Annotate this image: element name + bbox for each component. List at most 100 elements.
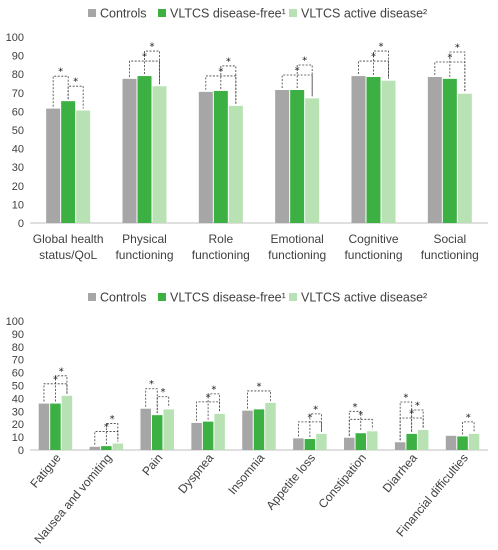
- bar-2-3: [213, 90, 228, 223]
- significance-star: *: [104, 422, 109, 433]
- bar-1-5: [242, 410, 253, 450]
- chart-2: Controls VLTCS disease-free¹ VLTCS active …: [6, 291, 488, 546]
- bar-1-4: [275, 90, 290, 223]
- legend-label-3: VLTCS active disease²: [301, 7, 427, 21]
- bar-3-2: [112, 443, 124, 450]
- bar-1-1: [38, 403, 50, 450]
- bar-3-3: [228, 105, 243, 223]
- legend-swatch-3: [289, 9, 297, 17]
- significance-star: *: [59, 366, 64, 377]
- significance-bracket: [281, 74, 313, 97]
- significance-star: *: [257, 381, 262, 392]
- legend-label-2: VLTCS disease-free¹: [170, 291, 286, 305]
- significance-bracket: [358, 60, 389, 79]
- bar-1-4: [191, 422, 202, 450]
- y-tick-label: 30: [12, 406, 24, 418]
- legend-label-1: Controls: [100, 7, 147, 21]
- bar-3-1: [76, 110, 91, 223]
- bar-3-9: [468, 433, 480, 450]
- y-tick-label: 80: [12, 69, 24, 81]
- significance-star: *: [142, 52, 147, 63]
- y-tick-label: 70: [12, 355, 24, 367]
- bar-3-5: [265, 402, 276, 450]
- bar-1-3: [198, 91, 213, 224]
- y-tick-label: 10: [12, 199, 24, 211]
- significance-bracket: [105, 423, 119, 445]
- y-tick-label: 40: [12, 393, 24, 405]
- legend-swatch-1: [88, 293, 96, 301]
- significance-star: *: [226, 56, 231, 67]
- y-tick-label: 100: [6, 32, 24, 44]
- significance-star: *: [149, 379, 154, 390]
- category-label: Role functioning: [192, 232, 250, 262]
- y-tick-label: 40: [12, 144, 24, 156]
- category-label: Emotional functioning: [268, 232, 326, 262]
- bar-2-2: [101, 446, 112, 450]
- category-label: Physical functioning: [115, 232, 173, 262]
- bar-1-2: [122, 78, 137, 223]
- significance-bracket: [156, 396, 170, 414]
- bar-3-6: [457, 93, 472, 223]
- bar-2-7: [355, 433, 367, 450]
- y-tick-label: 70: [12, 88, 24, 100]
- bar-3-4: [214, 413, 225, 450]
- y-tick-label: 90: [12, 51, 24, 63]
- significance-bracket: [145, 388, 158, 414]
- significance-bracket: [67, 85, 84, 109]
- significance-bracket: [144, 50, 160, 85]
- significance-star: *: [110, 414, 115, 425]
- category-label: Fatigue: [27, 451, 64, 491]
- significance-bracket: [297, 421, 322, 437]
- bar-3-3: [163, 409, 174, 450]
- legend-swatch-1: [88, 9, 96, 17]
- category-label: Appetite loss: [263, 451, 318, 513]
- y-tick-label: 0: [18, 445, 24, 457]
- legend-swatch-2: [158, 293, 166, 301]
- significance-star: *: [218, 66, 223, 77]
- bar-2-2: [137, 76, 152, 223]
- y-tick-label: 50: [12, 125, 24, 137]
- bar-1-2: [89, 446, 101, 450]
- category-label: Insomnia: [225, 451, 267, 498]
- bar-2-8: [406, 433, 417, 450]
- category-label: Cognitive functioning: [344, 232, 402, 262]
- bar-2-5: [366, 76, 381, 224]
- category-label: Social functioning: [421, 232, 479, 262]
- bar-2-5: [253, 409, 265, 450]
- legend-swatch-2: [158, 9, 166, 17]
- bar-1-3: [140, 408, 151, 450]
- significance-bracket: [129, 60, 160, 85]
- significance-star: *: [53, 374, 58, 385]
- significance-star: *: [73, 77, 78, 88]
- bar-3-6: [316, 433, 327, 450]
- bar-1-6: [293, 438, 304, 450]
- bar-3-7: [367, 431, 378, 450]
- y-tick-label: 80: [12, 342, 24, 354]
- category-label: Constipation: [315, 451, 369, 511]
- significance-star: *: [403, 393, 408, 404]
- bar-1-1: [46, 108, 61, 223]
- legend-label-3: VLTCS active disease²: [301, 291, 427, 305]
- significance-bracket: [43, 383, 68, 402]
- significance-star: *: [379, 42, 384, 53]
- significance-star: *: [358, 410, 363, 421]
- bar-2-6: [304, 439, 316, 450]
- significance-star: *: [415, 401, 420, 412]
- bar-3-2: [152, 86, 167, 223]
- significance-star: *: [206, 392, 211, 403]
- bar-3-4: [305, 98, 320, 223]
- bar-2-1: [50, 403, 61, 450]
- significance-bracket: [348, 418, 373, 436]
- bar-2-3: [151, 415, 163, 450]
- y-tick-label: 90: [12, 329, 24, 341]
- significance-star: *: [455, 42, 460, 53]
- y-tick-label: 60: [12, 106, 24, 118]
- bar-3-5: [381, 80, 396, 224]
- bar-1-6: [427, 76, 442, 224]
- significance-star: *: [353, 402, 358, 413]
- bar-2-6: [442, 78, 457, 223]
- significance-bracket: [247, 390, 271, 409]
- y-tick-label: 100: [6, 316, 24, 328]
- significance-star: *: [313, 404, 318, 415]
